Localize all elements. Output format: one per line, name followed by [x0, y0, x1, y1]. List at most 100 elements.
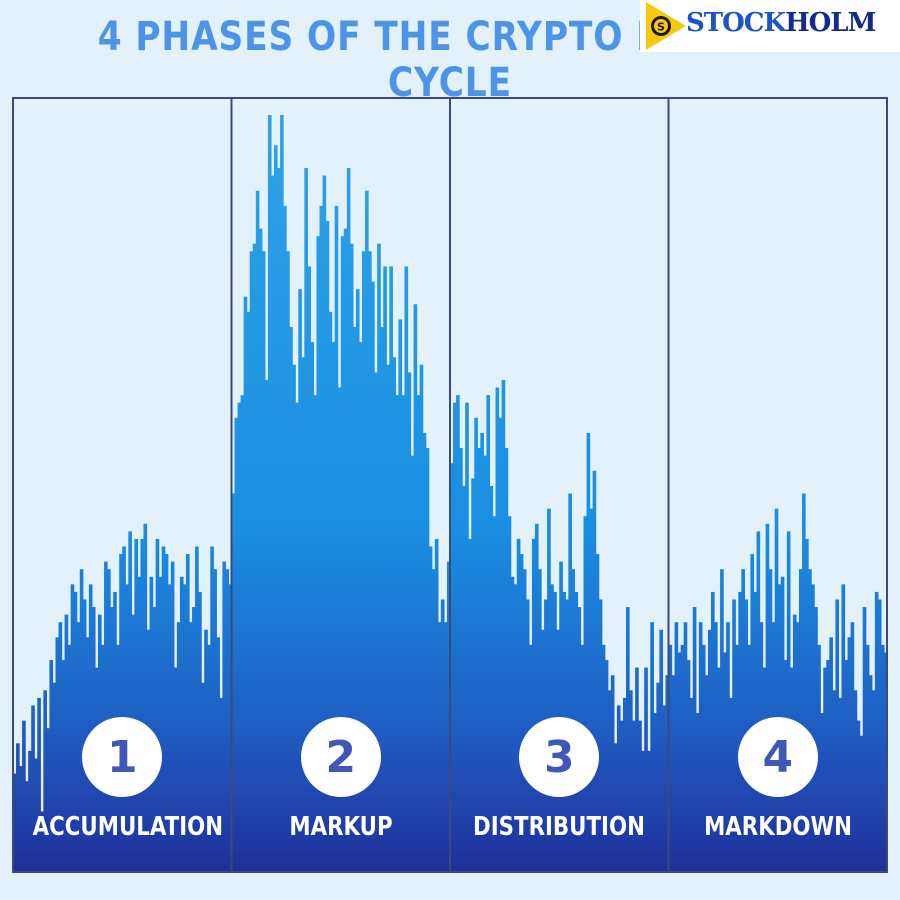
chart-bar [273, 145, 278, 872]
chart-bar [835, 599, 840, 872]
chart-bar [255, 190, 260, 872]
chart-bar [729, 697, 733, 872]
chart-bar [462, 485, 466, 872]
chart-bar [316, 236, 321, 872]
chart-bar [720, 569, 724, 872]
chart-bar [632, 720, 636, 872]
chart-bar [683, 622, 688, 872]
chart-bar [750, 554, 755, 872]
chart-bar [170, 561, 175, 872]
chart-bar [534, 523, 539, 872]
chart-bar [865, 644, 870, 872]
chart-bar [413, 304, 418, 872]
chart-bar [19, 766, 23, 872]
chart-bar [404, 266, 409, 872]
chart-bar [334, 205, 339, 873]
chart-bar [626, 607, 630, 872]
chart-bar [495, 387, 500, 872]
chart-bar [122, 546, 126, 872]
chart-bar [826, 660, 830, 872]
chart-bar [698, 622, 703, 872]
chart-bar [568, 493, 572, 872]
chart-bar [841, 584, 846, 872]
stockholm-logo-icon: S [646, 2, 686, 50]
chart-bar [46, 728, 51, 872]
phase-label: ACCUMULATION [32, 812, 224, 842]
chart-bar [374, 372, 378, 872]
chart-bar [428, 546, 433, 872]
chart-bar [337, 387, 342, 872]
chart-bar [638, 720, 642, 872]
chart-bar [277, 167, 281, 873]
chart-bar [595, 554, 600, 872]
chart-bar [67, 644, 72, 872]
chart-bar [559, 561, 563, 872]
svg-text:S: S [657, 21, 665, 34]
chart-bar [192, 607, 196, 872]
chart-bar [352, 326, 357, 873]
chart-bar [189, 622, 193, 872]
chart-bar [823, 667, 827, 872]
chart-bar [507, 516, 512, 872]
chart-bar [710, 591, 715, 872]
chart-bar [838, 697, 843, 872]
chart-bar [450, 463, 454, 872]
chart-bar [361, 251, 366, 872]
chart-bar [486, 395, 491, 872]
chart-bar [738, 591, 742, 872]
chart-bar [817, 644, 821, 872]
chart-bar [453, 402, 457, 872]
chart-bar [161, 546, 166, 872]
chart-bar [677, 652, 682, 872]
chart-bar [270, 175, 275, 872]
chart-bar [307, 266, 311, 872]
chart-bar [814, 607, 818, 872]
chart-bar [365, 190, 369, 872]
chart-bar [343, 228, 348, 873]
chart-bar [173, 667, 178, 872]
chart-bar [358, 342, 363, 873]
chart-bar [219, 697, 223, 872]
chart-bar [465, 402, 469, 872]
chart-bar [741, 569, 745, 872]
chart-bar [389, 266, 393, 872]
chart-bar [207, 644, 211, 872]
chart-bar [128, 531, 132, 872]
chart-bar [340, 236, 345, 872]
chart-bar [143, 523, 148, 872]
chart-bar [431, 569, 436, 872]
chart-bar [134, 538, 139, 872]
chart-bar [519, 554, 524, 872]
chart-bar [656, 682, 660, 872]
chart-bar [689, 697, 694, 872]
chart-bar [832, 690, 837, 872]
chart-bar [459, 448, 463, 872]
chart-bar [853, 690, 858, 872]
chart-bar [492, 516, 497, 872]
chart-bar [167, 584, 172, 872]
chart-bar [264, 379, 269, 872]
chart-bar [88, 584, 93, 872]
logo-wordmark: STOCKHOLM [686, 8, 876, 38]
chart-bar [598, 599, 603, 872]
chart-bar [243, 296, 248, 872]
chart-bar [622, 697, 627, 872]
chart-bar [237, 402, 242, 872]
chart-bar [723, 652, 727, 872]
chart-bar [604, 660, 609, 872]
chart-bar [850, 622, 855, 872]
chart-bar [104, 561, 108, 872]
chart-bar [210, 546, 214, 872]
phase-label: DISTRIBUTION [473, 812, 646, 842]
chart-bar [64, 614, 69, 872]
chart-bar [504, 448, 509, 872]
chart-bar [176, 622, 181, 872]
chart-bar [49, 660, 54, 872]
chart-bar [726, 622, 730, 872]
chart-bar [477, 448, 481, 872]
chart-bar [231, 493, 236, 872]
chart-bar [395, 395, 400, 872]
chart-bar [480, 432, 484, 872]
chart-bar [225, 569, 230, 872]
chart-bar [498, 417, 503, 872]
